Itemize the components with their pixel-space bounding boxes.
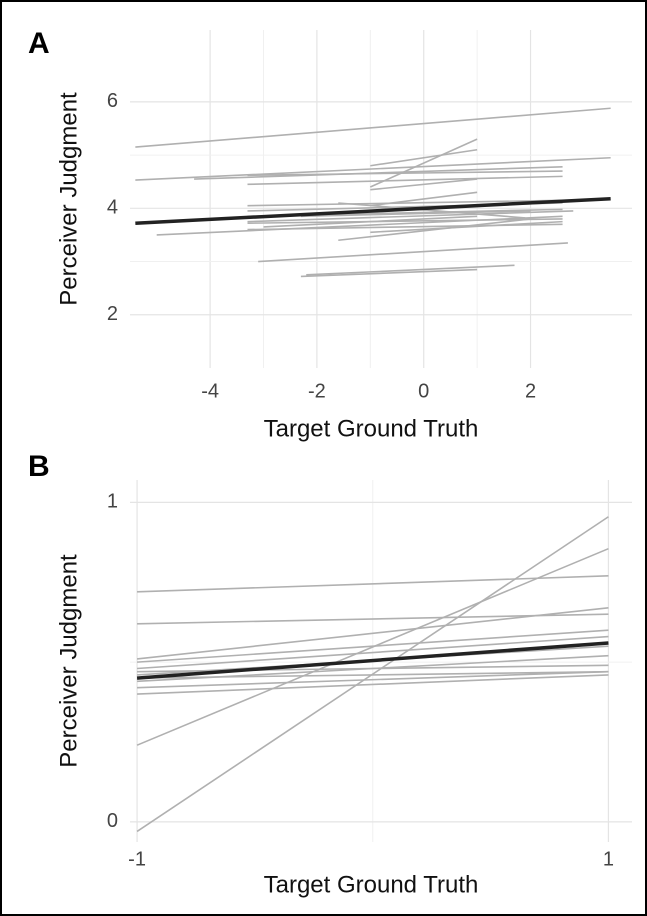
subject-line (135, 156, 611, 181)
panel-letter: A (28, 27, 50, 60)
subject-line (369, 138, 478, 188)
subject-line (137, 674, 609, 695)
x-tick-label: -4 (201, 380, 219, 402)
panel-letter: B (28, 450, 50, 483)
x-tick-label: 1 (603, 848, 614, 870)
x-tick-label: -1 (128, 848, 146, 870)
subject-line (135, 107, 611, 148)
subject-line (137, 575, 609, 593)
subject-line (136, 516, 609, 833)
y-tick-label: 6 (107, 90, 118, 112)
subject-line (136, 607, 609, 660)
x-axis-title: Target Ground Truth (264, 871, 479, 898)
x-tick-label: 0 (418, 380, 429, 402)
subject-line (370, 148, 478, 167)
y-axis-title: Perceiver Judgment (55, 92, 82, 306)
subject-line (247, 218, 563, 225)
subject-line (306, 264, 515, 276)
y-axis-title: Perceiver Judgment (55, 554, 82, 768)
subject-line (247, 170, 563, 177)
subject-line (136, 547, 609, 746)
y-tick-label: 4 (107, 197, 118, 219)
subject-line (300, 268, 478, 278)
x-tick-label: 2 (525, 380, 536, 402)
subject-line (137, 635, 609, 670)
x-axis-title: Target Ground Truth (264, 415, 479, 442)
y-tick-label: 0 (107, 810, 118, 832)
subject-line (247, 199, 563, 207)
subject-line (338, 218, 531, 242)
subject-line (370, 178, 478, 191)
y-tick-label: 2 (107, 303, 118, 325)
subject-line (247, 175, 563, 186)
subject-line (247, 210, 574, 223)
subject-line (370, 220, 563, 234)
subject-line (258, 242, 568, 263)
subject-line (370, 191, 478, 207)
subject-line (300, 210, 531, 218)
subject-line (137, 670, 609, 689)
mean-line (135, 196, 611, 225)
x-tick-label: -2 (308, 380, 326, 402)
mean-line (136, 641, 609, 680)
y-tick-label: 1 (107, 491, 118, 513)
subject-line (338, 202, 526, 219)
